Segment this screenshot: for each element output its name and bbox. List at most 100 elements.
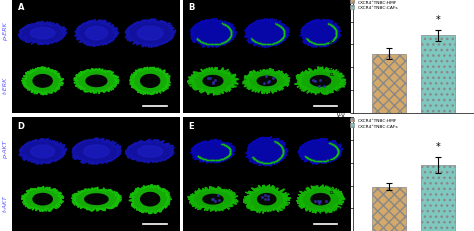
Point [275, 158, 283, 161]
Point [195, 155, 202, 158]
Point [276, 143, 284, 147]
Point [279, 150, 287, 154]
Point [279, 151, 287, 155]
Point [198, 157, 206, 160]
Polygon shape [71, 187, 121, 211]
Point [313, 159, 321, 163]
Point [334, 151, 342, 155]
Point [194, 155, 202, 158]
Point [304, 39, 311, 43]
Point [206, 43, 214, 47]
Point [312, 159, 320, 163]
Polygon shape [244, 20, 290, 49]
Point [331, 145, 339, 148]
Point [332, 145, 339, 149]
Point [224, 145, 231, 149]
Point [334, 148, 341, 152]
Point [217, 158, 224, 162]
Point [329, 143, 337, 147]
Point [278, 146, 286, 150]
Point [275, 40, 283, 44]
Y-axis label: p-ERK / t-ERK: p-ERK / t-ERK [330, 39, 335, 75]
Point [208, 43, 216, 47]
Point [198, 41, 205, 45]
Point [322, 42, 330, 46]
Point [334, 150, 342, 153]
Point [277, 25, 284, 29]
Point [276, 156, 284, 160]
Legend: CXCR4⁺TNBC:HMF, CXCR4⁺TNBC:CAFs: CXCR4⁺TNBC:HMF, CXCR4⁺TNBC:CAFs [349, 118, 399, 128]
Point [227, 33, 235, 37]
Point [281, 32, 288, 36]
Point [331, 27, 338, 31]
Point [219, 42, 227, 45]
Point [258, 161, 266, 164]
Point [227, 30, 235, 33]
Point [226, 36, 234, 40]
Bar [421, 165, 455, 231]
Point [328, 143, 336, 146]
Point [272, 140, 279, 144]
Point [330, 156, 337, 160]
Point [328, 157, 336, 161]
Point [280, 30, 288, 34]
Point [334, 151, 342, 154]
Point [323, 42, 330, 46]
Point [320, 43, 328, 46]
Point [333, 146, 340, 150]
Point [274, 41, 282, 44]
Point [331, 144, 339, 148]
Point [314, 160, 322, 163]
Point [219, 42, 226, 46]
Point [194, 154, 201, 158]
Point [333, 147, 341, 151]
Point [330, 156, 337, 160]
Point [281, 32, 288, 36]
Point [334, 149, 342, 152]
Point [278, 145, 285, 149]
Point [334, 153, 341, 156]
Point [331, 37, 338, 40]
Point [208, 159, 216, 162]
Point [307, 41, 315, 45]
Point [223, 39, 231, 43]
Point [328, 142, 336, 146]
Point [329, 143, 337, 147]
Point [203, 43, 210, 46]
Point [306, 40, 314, 44]
Text: t-ERK: t-ERK [2, 76, 8, 94]
Point [224, 25, 231, 29]
Point [228, 33, 235, 36]
Point [329, 39, 337, 42]
Point [227, 34, 235, 38]
Point [332, 29, 340, 33]
Point [281, 32, 288, 36]
Point [204, 43, 212, 47]
Point [272, 140, 280, 144]
Polygon shape [130, 68, 171, 95]
Point [267, 161, 275, 165]
Point [333, 32, 340, 36]
Point [194, 154, 201, 158]
Point [227, 149, 234, 153]
Point [210, 159, 218, 162]
Point [223, 145, 231, 148]
Point [216, 43, 224, 46]
Point [272, 23, 280, 27]
Point [281, 31, 288, 35]
Point [322, 159, 330, 163]
Point [332, 30, 340, 34]
Point [306, 40, 313, 44]
Point [274, 40, 282, 44]
Point [202, 158, 210, 162]
Point [220, 23, 228, 27]
Point [332, 29, 339, 33]
Point [257, 43, 264, 46]
Point [330, 38, 337, 42]
Point [199, 157, 207, 161]
Point [195, 155, 203, 159]
Point [279, 28, 287, 32]
Point [309, 41, 316, 45]
Point [324, 42, 332, 46]
Point [221, 41, 228, 45]
